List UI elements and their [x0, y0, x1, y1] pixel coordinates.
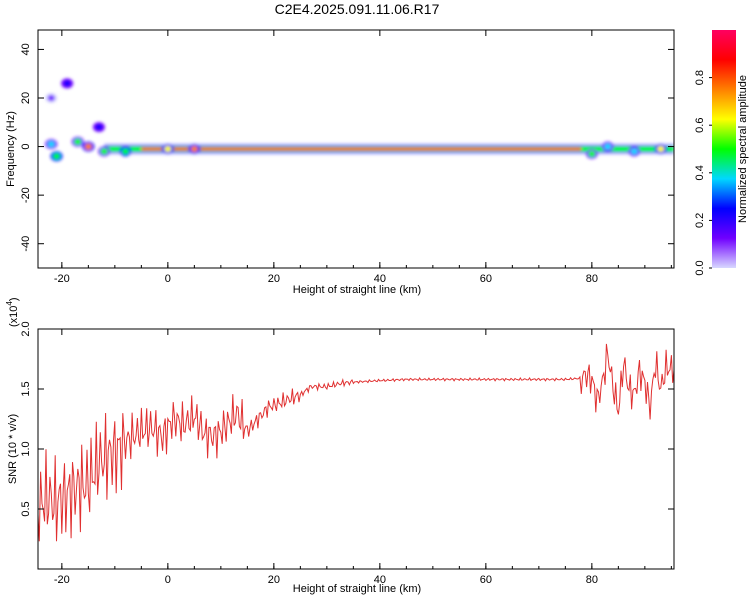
snr-y-axis-label: SNR (10 * v/v) — [7, 414, 19, 484]
spectrogram-panel: -20 0 20 40 60 80 -40 -20 0 20 40 Height of straig… — [5, 29, 675, 296]
spectral-blob — [630, 148, 638, 155]
spectrogram-x-axis-label: Height of straight line (km) — [293, 284, 421, 296]
spectral-blob — [100, 148, 108, 155]
spectral-blob — [190, 146, 198, 152]
snr-plot-area — [38, 329, 674, 569]
spectral-blob — [47, 141, 55, 148]
spectral-blob — [47, 95, 55, 101]
snr-x-tick-label: 0 — [165, 574, 171, 586]
figure-title: C2E4.2025.091.11.06.R17 — [275, 1, 440, 17]
spectrogram-x-tick-label: -20 — [54, 273, 70, 285]
snr-y-multiplier-exponent: 4 — [5, 301, 14, 306]
spectrogram-y-tick-label: 20 — [20, 92, 32, 104]
snr-x-tick-label: 40 — [374, 574, 386, 586]
ridge-core — [141, 147, 582, 151]
snr-y-multiplier-suffix: ) — [8, 297, 20, 301]
spectral-blob — [53, 153, 61, 160]
spectral-blob — [121, 148, 129, 155]
colorbar-tick-label: 0.8 — [694, 70, 706, 85]
spectral-blob — [164, 146, 172, 152]
colorbar-gradient — [712, 30, 736, 268]
snr-x-tick-label: 80 — [586, 574, 598, 586]
snr-panel: -20 0 20 40 60 80 0.5 1.0 1.5 2.0 Height of strai… — [5, 297, 675, 595]
spectrogram-y-tick-label: 0 — [20, 144, 32, 150]
colorbar-label: Normalized spectral amplitude — [737, 75, 749, 223]
spectral-blob — [95, 124, 103, 131]
colorbar-tick-label: 0.4 — [694, 165, 706, 180]
snr-y-tick-label: 1.5 — [20, 381, 32, 396]
spectrogram-x-tick-label: 60 — [480, 273, 492, 285]
spectral-blob — [657, 146, 665, 152]
spectrogram-y-tick-label: -40 — [20, 236, 32, 252]
spectral-blob — [588, 150, 596, 157]
spectrogram-x-tick-label: 0 — [165, 273, 171, 285]
spectrogram-y-tick-label: -20 — [20, 187, 32, 203]
snr-x-tick-label: 60 — [480, 574, 492, 586]
spectral-blob — [74, 138, 82, 145]
spectrogram-x-tick-label: 80 — [586, 273, 598, 285]
spectrogram-y-tick-label: 40 — [20, 43, 32, 55]
colorbar-tick-label: 0.2 — [694, 213, 706, 228]
snr-series-line — [38, 343, 674, 542]
snr-x-axis-label: Height of straight line (km) — [293, 583, 421, 595]
colorbar-tick-label: 0.6 — [694, 118, 706, 133]
snr-y-multiplier-prefix: (x10 — [8, 306, 20, 327]
snr-y-multiplier: (x104) — [5, 297, 20, 327]
spectral-blob — [84, 143, 92, 150]
spectrogram-y-axis-label: Frequency (Hz) — [5, 111, 17, 187]
colorbar-tick-label: 0.0 — [694, 260, 706, 275]
spectral-blob — [604, 143, 612, 150]
snr-x-tick-label: -20 — [54, 574, 70, 586]
spectral-blob — [63, 80, 71, 87]
spectrogram-x-tick-label: 40 — [374, 273, 386, 285]
snr-y-tick-label: 0.5 — [20, 501, 32, 516]
spectrogram-x-tick-label: 20 — [268, 273, 280, 285]
snr-y-tick-label: 1.0 — [20, 441, 32, 456]
snr-x-tick-label: 20 — [268, 574, 280, 586]
spectrogram-frame — [37, 29, 675, 269]
colorbar: 0.0 0.2 0.4 0.6 0.8 Normalized spectral ampl… — [694, 30, 749, 276]
snr-y-tick-label: 2.0 — [20, 321, 32, 336]
